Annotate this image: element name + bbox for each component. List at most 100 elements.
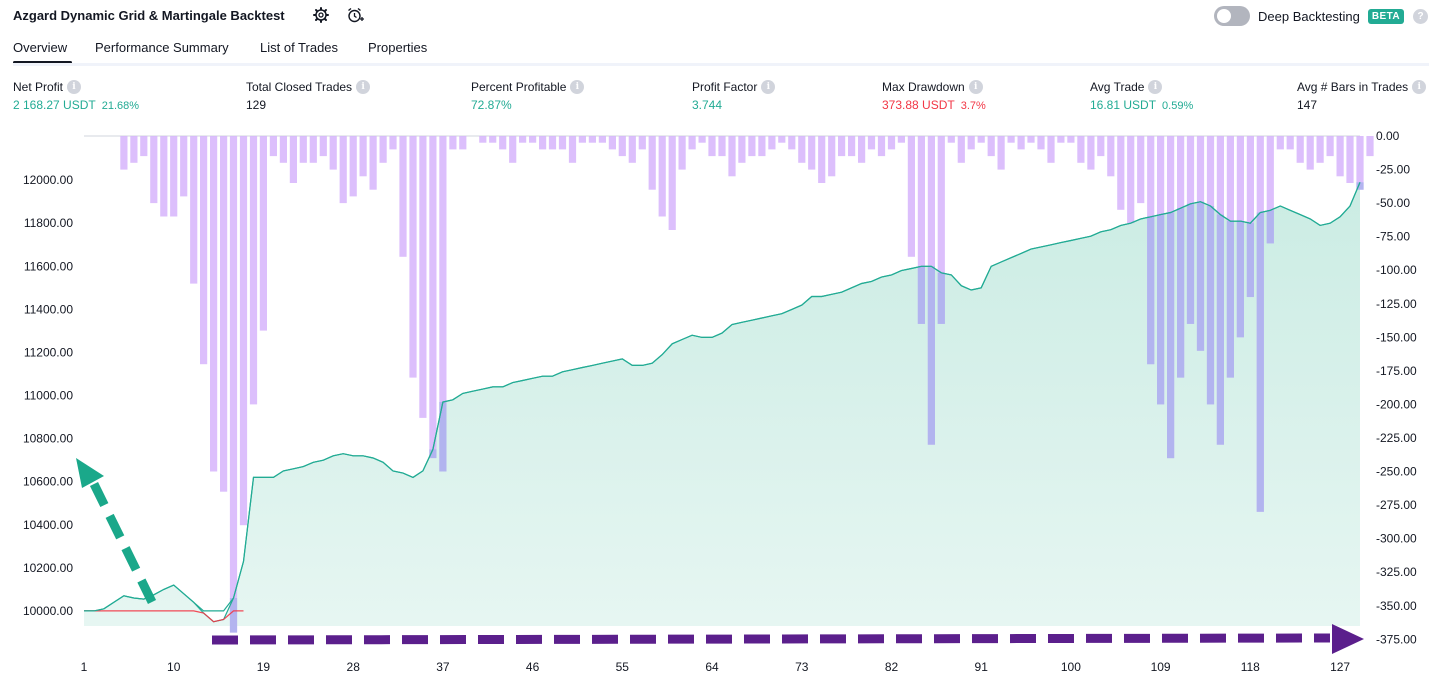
info-icon[interactable]: i xyxy=(1412,80,1427,94)
metric-value: 373.88 USDT xyxy=(882,98,955,112)
drawdown-bar xyxy=(1077,136,1085,163)
metric-value: 3.744 xyxy=(692,98,723,112)
drawdown-bar xyxy=(140,136,148,157)
drawdown-bar xyxy=(598,136,606,143)
drawdown-bar xyxy=(1286,136,1294,150)
equity-chart[interactable]: 10000.00 10200.00 10400.00 10600.00 10800.00… xyxy=(0,126,1436,682)
deep-backtesting-toggle[interactable] xyxy=(1214,6,1250,26)
drawdown-bar-overlap xyxy=(429,449,437,459)
equity-tick-label: 11800.00 xyxy=(24,216,73,230)
info-icon[interactable]: i xyxy=(67,80,82,94)
drawdown-tick-label: -125.00 xyxy=(1376,297,1417,311)
drawdown-bar xyxy=(210,136,218,472)
drawdown-bar xyxy=(279,136,287,163)
drawdown-bar xyxy=(758,136,766,157)
drawdown-bar xyxy=(728,136,736,177)
drawdown-bar xyxy=(369,136,377,190)
drawdown-bar xyxy=(439,136,447,472)
drawdown-bar xyxy=(838,136,846,157)
gear-icon[interactable] xyxy=(312,6,330,24)
drawdown-bar xyxy=(479,136,487,143)
drawdown-bar-overlap xyxy=(229,598,238,633)
drawdown-bar xyxy=(947,136,955,143)
drawdown-bar-overlap xyxy=(1206,206,1215,405)
x-tick-label: 28 xyxy=(347,660,361,674)
drawdown-bar xyxy=(429,136,437,459)
drawdown-bar xyxy=(937,136,945,324)
drawdown-bar xyxy=(379,136,387,163)
drawdown-bar xyxy=(200,136,208,365)
drawdown-bar xyxy=(618,136,626,157)
drawdown-bar xyxy=(768,136,776,150)
alarm-clock-add-icon[interactable] xyxy=(346,6,364,24)
help-icon[interactable]: ? xyxy=(1413,9,1428,24)
tab-performance-summary[interactable]: Performance Summary xyxy=(95,40,229,55)
tab-properties[interactable]: Properties xyxy=(368,40,428,55)
drawdown-bar xyxy=(269,136,277,157)
x-tick-label: 64 xyxy=(705,660,719,674)
info-icon[interactable]: i xyxy=(570,80,585,94)
drawdown-bar xyxy=(150,136,158,204)
header-bar: Azgard Dynamic Grid & Martingale Backtes… xyxy=(0,0,1436,32)
drawdown-bar xyxy=(708,136,716,157)
x-tick-label: 46 xyxy=(526,660,540,674)
drawdown-bar xyxy=(967,136,975,150)
drawdown-bar xyxy=(718,136,726,157)
info-icon[interactable]: i xyxy=(761,80,776,94)
drawdown-bar-overlap xyxy=(1186,203,1195,324)
drawdown-bar-overlap xyxy=(1356,182,1364,190)
info-icon[interactable]: i xyxy=(356,80,371,94)
drawdown-bar xyxy=(1246,136,1254,298)
drawdown-tick-label: -300.00 xyxy=(1376,532,1417,546)
drawdown-bar xyxy=(1107,136,1115,177)
drawdown-bar xyxy=(339,136,347,204)
drawdown-bar xyxy=(808,136,816,170)
metric-label: Total Closed Trades xyxy=(246,80,353,94)
drawdown-bar xyxy=(1017,136,1025,150)
x-tick-label: 91 xyxy=(975,660,989,674)
drawdown-bar-overlap xyxy=(1246,223,1254,297)
drawdown-tick-label: -275.00 xyxy=(1376,498,1417,512)
equity-tick-label: 10400.00 xyxy=(23,518,73,532)
x-tick-label: 55 xyxy=(616,660,630,674)
drawdown-bar-overlap xyxy=(1196,201,1205,351)
drawdown-bar xyxy=(1306,136,1314,170)
drawdown-tick-label: -150.00 xyxy=(1376,330,1417,344)
metric-value: 2 168.27 USDT xyxy=(13,98,96,112)
tab-list-of-trades[interactable]: List of Trades xyxy=(260,40,339,55)
drawdown-tick-label: -75.00 xyxy=(1376,230,1410,244)
drawdown-bar xyxy=(887,136,896,150)
drawdown-bar xyxy=(987,136,995,157)
purple-arrowhead xyxy=(1332,624,1364,654)
equity-tick-label: 11200.00 xyxy=(24,346,73,360)
drawdown-bar xyxy=(877,136,886,157)
metric-label: Net Profit xyxy=(13,80,64,94)
drawdown-bar-overlap xyxy=(937,272,945,324)
tab-overview[interactable]: Overview xyxy=(13,40,68,55)
metric-avg-trade: Avg Trade i 16.81 USDT 0.59% xyxy=(1090,78,1193,112)
drawdown-bar xyxy=(1316,136,1324,163)
drawdown-bar xyxy=(519,136,527,143)
drawdown-bar xyxy=(778,136,786,143)
drawdown-bar xyxy=(738,136,746,163)
metric-value: 16.81 USDT xyxy=(1090,98,1157,112)
drawdown-bar xyxy=(658,136,666,217)
drawdown-bar xyxy=(897,136,905,143)
purple-annotation-arrow xyxy=(211,633,1331,645)
drawdown-bar xyxy=(509,136,517,163)
drawdown-bar-overlap xyxy=(1226,221,1234,378)
drawdown-tick-label: -200.00 xyxy=(1376,397,1417,411)
drawdown-bar-overlap xyxy=(1256,212,1264,512)
drawdown-bar xyxy=(419,136,427,418)
drawdown-bar xyxy=(1097,136,1105,157)
info-icon[interactable]: i xyxy=(968,80,983,94)
drawdown-bar xyxy=(957,136,965,163)
drawdown-bar xyxy=(1057,136,1065,143)
drawdown-bar xyxy=(1037,136,1045,150)
drawdown-tick-label: -350.00 xyxy=(1376,599,1417,613)
drawdown-tick-label: -100.00 xyxy=(1376,263,1417,277)
drawdown-bar xyxy=(1356,136,1364,190)
info-icon[interactable]: i xyxy=(1148,80,1163,94)
drawdown-tick-label: -250.00 xyxy=(1376,465,1417,479)
metric-sub: 3.7% xyxy=(960,100,986,112)
